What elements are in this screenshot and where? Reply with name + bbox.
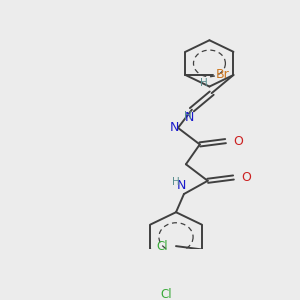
Text: O: O xyxy=(233,135,243,148)
Text: H: H xyxy=(172,177,180,188)
Text: N: N xyxy=(169,122,179,134)
Text: Cl: Cl xyxy=(156,240,168,253)
Text: N: N xyxy=(184,111,194,124)
Text: O: O xyxy=(242,171,251,184)
Text: Br: Br xyxy=(216,68,230,82)
Text: Cl: Cl xyxy=(160,288,172,300)
Text: H: H xyxy=(200,78,208,88)
Text: N: N xyxy=(176,179,186,192)
Text: H: H xyxy=(184,111,192,121)
